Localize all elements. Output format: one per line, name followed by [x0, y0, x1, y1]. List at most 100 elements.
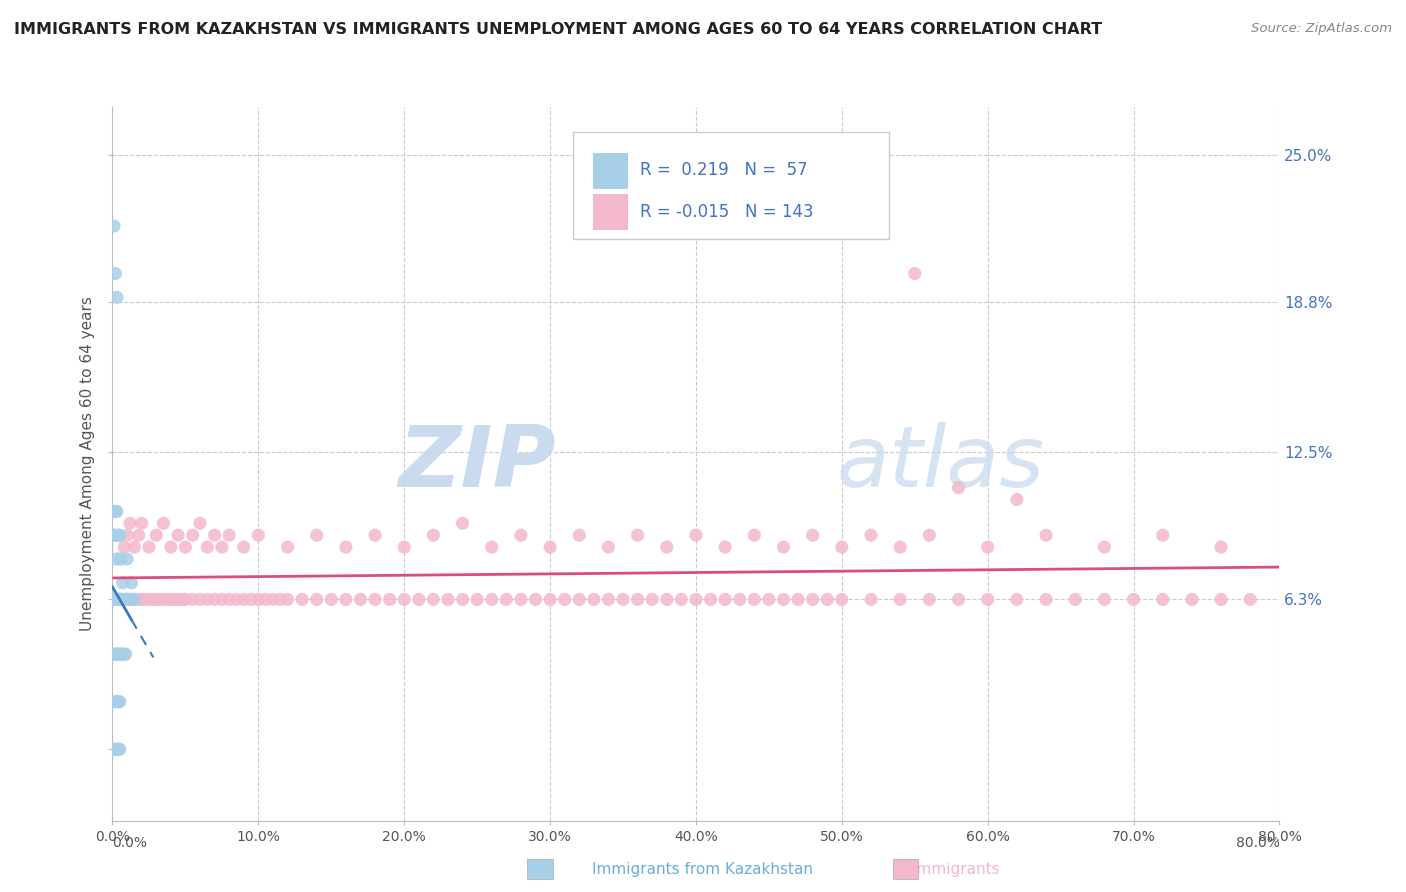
Text: IMMIGRANTS FROM KAZAKHSTAN VS IMMIGRANTS UNEMPLOYMENT AMONG AGES 60 TO 64 YEARS : IMMIGRANTS FROM KAZAKHSTAN VS IMMIGRANTS…: [14, 22, 1102, 37]
Point: [728, 592, 751, 607]
Point: [107, 647, 129, 661]
Point: [598, 540, 620, 554]
FancyBboxPatch shape: [593, 153, 628, 189]
Point: [1122, 592, 1144, 607]
Point: [831, 540, 853, 554]
Point: [115, 592, 138, 607]
Point: [105, 290, 128, 304]
Point: [117, 592, 139, 607]
Point: [131, 516, 153, 531]
Point: [174, 540, 197, 554]
Point: [111, 592, 134, 607]
Text: R = -0.015   N = 143: R = -0.015 N = 143: [640, 203, 814, 221]
Point: [641, 592, 664, 607]
Point: [104, 528, 127, 542]
Point: [138, 540, 160, 554]
Point: [128, 592, 150, 607]
Point: [598, 592, 620, 607]
Point: [111, 647, 134, 661]
Point: [815, 592, 838, 607]
Point: [103, 647, 125, 661]
Point: [758, 592, 780, 607]
Point: [103, 592, 125, 607]
Point: [145, 528, 167, 542]
Point: [422, 592, 444, 607]
Point: [582, 592, 605, 607]
Point: [1239, 592, 1261, 607]
Point: [118, 516, 141, 531]
Point: [167, 528, 190, 542]
Point: [801, 592, 824, 607]
Point: [655, 540, 678, 554]
Point: [104, 592, 127, 607]
Point: [152, 592, 174, 607]
Point: [1209, 592, 1232, 607]
Point: [305, 528, 328, 542]
Point: [772, 592, 794, 607]
Point: [114, 592, 136, 607]
Point: [107, 695, 129, 709]
Point: [626, 592, 648, 607]
Point: [204, 592, 226, 607]
Point: [105, 695, 128, 709]
Point: [211, 592, 233, 607]
Point: [181, 592, 204, 607]
Point: [481, 540, 503, 554]
Point: [188, 592, 211, 607]
Point: [335, 540, 357, 554]
Point: [364, 528, 387, 542]
Point: [103, 742, 125, 756]
Point: [124, 592, 146, 607]
Point: [801, 528, 824, 542]
Point: [685, 528, 707, 542]
Point: [714, 540, 737, 554]
Point: [124, 592, 146, 607]
Point: [1152, 592, 1174, 607]
Point: [112, 647, 135, 661]
Point: [465, 592, 488, 607]
Point: [451, 516, 474, 531]
Point: [889, 592, 911, 607]
Point: [103, 528, 125, 542]
Point: [104, 504, 127, 518]
Point: [481, 592, 503, 607]
Point: [948, 592, 970, 607]
Point: [105, 647, 128, 661]
Point: [335, 592, 357, 607]
Point: [107, 592, 129, 607]
Point: [976, 592, 998, 607]
Point: [107, 742, 129, 756]
Point: [254, 592, 277, 607]
Point: [110, 592, 132, 607]
Point: [269, 592, 291, 607]
Point: [538, 592, 561, 607]
Point: [181, 528, 204, 542]
Point: [103, 592, 125, 607]
Point: [110, 592, 132, 607]
Point: [538, 540, 561, 554]
Point: [742, 528, 765, 542]
Point: [112, 592, 135, 607]
Text: Immigrants from Kazakhstan: Immigrants from Kazakhstan: [592, 863, 814, 877]
Point: [218, 528, 240, 542]
Point: [108, 695, 131, 709]
Text: R =  0.219   N =  57: R = 0.219 N = 57: [640, 161, 807, 178]
Point: [1092, 540, 1115, 554]
Point: [524, 592, 547, 607]
Point: [118, 592, 141, 607]
Point: [120, 575, 142, 590]
Text: 80.0%: 80.0%: [1236, 836, 1279, 850]
Point: [118, 592, 141, 607]
Point: [714, 592, 737, 607]
Point: [976, 540, 998, 554]
Point: [105, 742, 128, 756]
Point: [392, 592, 416, 607]
Point: [104, 695, 127, 709]
Point: [378, 592, 401, 607]
Point: [131, 592, 153, 607]
Point: [918, 528, 941, 542]
Point: [671, 592, 693, 607]
Point: [103, 742, 125, 756]
Point: [128, 528, 150, 542]
Point: [685, 592, 707, 607]
